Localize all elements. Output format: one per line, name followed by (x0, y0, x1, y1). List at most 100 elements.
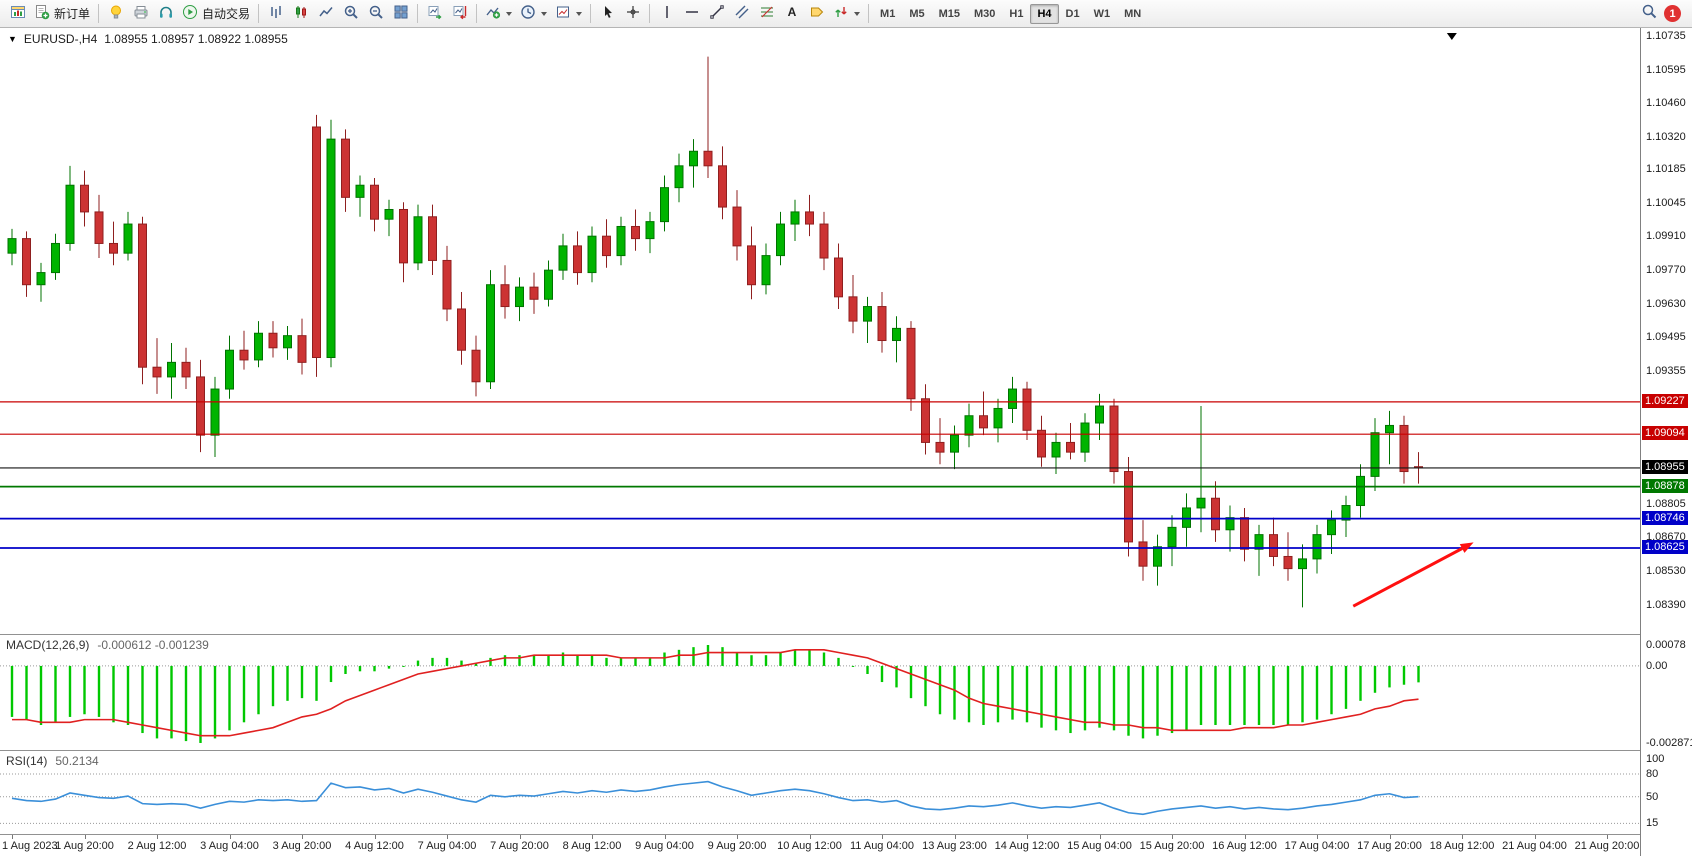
timeframe-m1[interactable]: M1 (880, 7, 896, 20)
macd-histogram-bar (750, 655, 753, 666)
timeframe-mn[interactable]: MN (1124, 7, 1142, 20)
candle-body (834, 257, 843, 298)
indicators-button[interactable] (481, 2, 516, 26)
macd-histogram-bar (271, 665, 275, 707)
scale-label: 1.08390 (1646, 599, 1686, 611)
macd-histogram-bar (590, 655, 594, 666)
price-chart-canvas[interactable] (0, 28, 1640, 634)
time-axis-label: 16 Aug 12:00 (1212, 840, 1277, 852)
chart-shift-marker-icon[interactable] (1446, 33, 1457, 40)
search-icon[interactable] (1641, 3, 1658, 25)
candlestick-chart-button[interactable] (288, 2, 313, 26)
timeframe-h1[interactable]: H1 (1009, 7, 1024, 20)
chart-shift-button[interactable] (447, 2, 472, 26)
arrow-annotation[interactable] (1352, 547, 1463, 608)
periods-button[interactable] (516, 2, 551, 26)
macd-histogram-bar (1185, 665, 1188, 731)
time-axis-label: 9 Aug 20:00 (707, 840, 767, 852)
rsi-label-row: RSI(14) 50.2134 (6, 754, 99, 768)
time-axis-label: 15 Aug 04:00 (1067, 840, 1132, 852)
dropdown-caret-icon (541, 11, 548, 16)
time-axis-label: 3 Aug 20:00 (272, 840, 332, 852)
idea-button[interactable] (103, 2, 128, 26)
candle-body (573, 245, 582, 274)
candle-body (544, 269, 553, 300)
fibonacci-tool-button[interactable] (754, 2, 779, 26)
zoom-in-button[interactable] (338, 2, 363, 26)
one-click-trading-collapse-icon[interactable]: ▼ (8, 34, 17, 44)
horizontal-line-tool-button[interactable] (679, 2, 704, 26)
macd-histogram-bar (10, 665, 14, 717)
candle-body (1051, 441, 1061, 458)
macd-histogram-bar (634, 657, 637, 666)
candle-body (877, 306, 887, 342)
macd-histogram-bar (1417, 665, 1420, 683)
timeframe-m15[interactable]: M15 (938, 7, 960, 20)
rsi-pane-canvas[interactable] (0, 751, 1640, 834)
templates-button[interactable] (551, 2, 586, 26)
autotrading-button[interactable]: 自动交易 (178, 2, 254, 26)
time-axis-tick (809, 835, 811, 839)
candle-body (1182, 507, 1191, 528)
candle-body (254, 332, 263, 361)
toolbar-separator (868, 4, 870, 23)
candle-body (1312, 534, 1322, 560)
price-badge: 1.09227 (1642, 393, 1688, 408)
scale-label: 1.08530 (1646, 565, 1686, 578)
trendline-tool-button[interactable] (704, 2, 729, 26)
candle-body (65, 184, 75, 244)
candle-body (529, 286, 539, 300)
macd-histogram-bar (68, 665, 72, 717)
new-order-button[interactable]: 新订单 (30, 2, 94, 26)
chart-shift-icon (452, 4, 468, 23)
print-button[interactable] (128, 2, 153, 26)
timeframe-m5[interactable]: M5 (909, 7, 925, 20)
tile-windows-button[interactable] (388, 2, 413, 26)
vertical-line-tool-button[interactable] (654, 2, 679, 26)
zoom-out-button[interactable] (363, 2, 388, 26)
time-axis-tick (302, 835, 303, 839)
candle-body (819, 223, 829, 259)
text-tool-button[interactable]: A (779, 2, 804, 26)
macd-histogram-bar (764, 655, 768, 666)
auto-scroll-button[interactable] (422, 2, 447, 26)
clock-icon (520, 4, 536, 23)
arrows-tool-button[interactable] (829, 2, 864, 26)
channel-tool-button[interactable] (729, 2, 754, 26)
candle-body (1153, 546, 1162, 567)
scale-label: 1.10320 (1646, 130, 1686, 143)
pane-separator-macd[interactable] (0, 634, 1692, 635)
cursor-button[interactable] (595, 2, 620, 26)
macd-histogram-bar (851, 665, 855, 667)
macd-pane-canvas[interactable] (0, 635, 1640, 751)
macd-histogram-bar (547, 655, 550, 666)
toolbar-separator (476, 4, 478, 23)
candle-body (747, 245, 756, 286)
candle-body (1254, 534, 1264, 550)
arrow-annotation-head[interactable] (1459, 542, 1474, 553)
macd-histogram-bar (866, 665, 869, 674)
timeframe-w1[interactable]: W1 (1093, 7, 1111, 20)
pane-separator-rsi[interactable] (0, 750, 1692, 751)
scale-label: 0.00 (1646, 659, 1668, 672)
candle-body (1399, 424, 1409, 473)
notification-badge[interactable]: 1 (1664, 5, 1681, 22)
price-badge: 1.09094 (1642, 426, 1688, 441)
macd-indicator-label: MACD(12,26,9) (6, 638, 90, 652)
price-scale[interactable]: 1.10735 1.10595 1.10460 1.10320 1.10185 1.100… (1640, 28, 1692, 856)
crosshair-button[interactable] (620, 2, 645, 26)
line-chart-button[interactable] (313, 2, 338, 26)
time-axis[interactable]: 1 Aug 2023 1 Aug 20:00 2 Aug 12:00 3 Aug 04… (0, 834, 1692, 856)
candle-body (1225, 517, 1235, 531)
new-chart-button[interactable] (5, 2, 30, 26)
macd-signal-line (12, 649, 1419, 737)
timeframe-h4[interactable]: H4 (1030, 3, 1059, 24)
support-button[interactable] (153, 2, 178, 26)
timeframe-d1[interactable]: D1 (1065, 7, 1080, 20)
candle-body (761, 255, 771, 286)
bar-chart-button[interactable] (263, 2, 288, 26)
time-axis-tick (737, 835, 738, 839)
label-tool-button[interactable] (804, 2, 829, 26)
candle-body (863, 306, 872, 322)
timeframe-m30[interactable]: M30 (974, 7, 996, 20)
